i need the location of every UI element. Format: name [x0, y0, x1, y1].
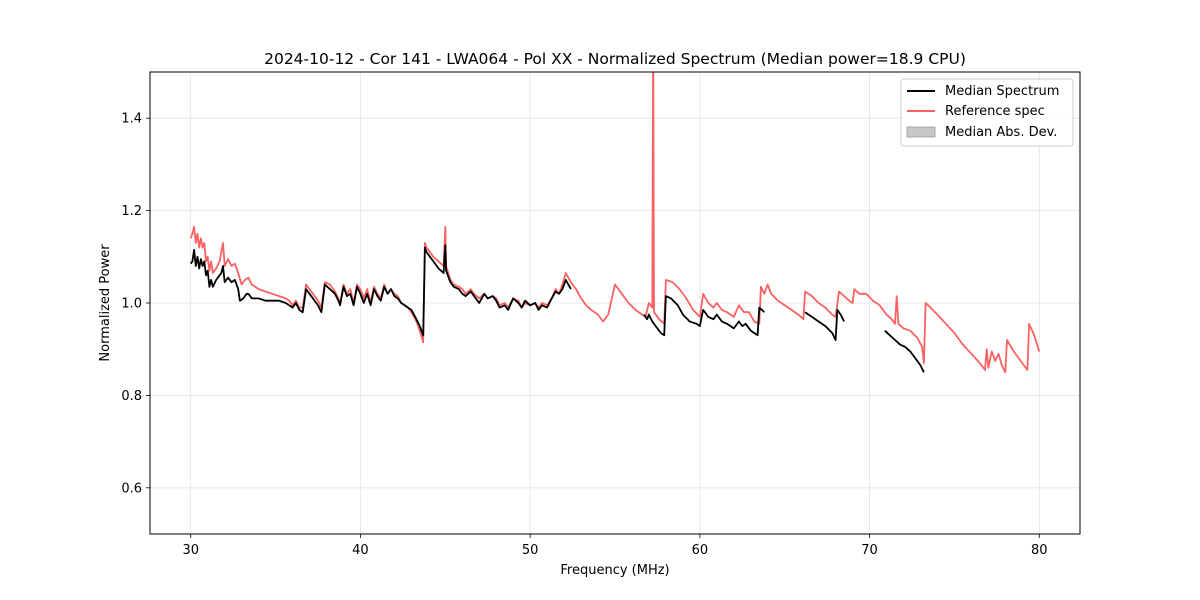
y-tick-label: 1.2 [121, 204, 142, 219]
x-tick-label: 60 [692, 543, 709, 558]
y-tick-label: 0.8 [121, 389, 142, 404]
legend-median-label: Median Spectrum [945, 84, 1059, 99]
chart-title: 2024-10-12 - Cor 141 - LWA064 - Pol XX -… [264, 50, 966, 68]
median-spectrum-line [804, 308, 845, 341]
y-axis-label: Normalized Power [98, 244, 113, 362]
legend: Median Spectrum Reference spec Median Ab… [900, 78, 1074, 147]
axes-ticks: 30 40 50 60 70 80 0.6 0.8 1.0 1.2 1.4 [121, 112, 1047, 558]
legend-box [900, 78, 1074, 147]
x-axis-label: Frequency (MHz) [560, 563, 669, 578]
median-spectrum-line [884, 330, 925, 373]
x-tick-label: 80 [1031, 543, 1048, 558]
legend-mad-patch [906, 126, 936, 138]
reference-spec-line [189, 72, 1041, 374]
x-tick-label: 40 [352, 543, 369, 558]
x-tick-label: 30 [182, 543, 199, 558]
median-spectrum-line [643, 295, 765, 337]
series-layer [189, 72, 1041, 374]
y-tick-label: 1.0 [121, 297, 142, 312]
x-tick-label: 70 [861, 543, 878, 558]
legend-mad-label: Median Abs. Dev. [945, 125, 1057, 140]
y-tick-label: 1.4 [121, 112, 142, 127]
legend-reference-label: Reference spec [945, 104, 1045, 119]
y-tick-label: 0.6 [121, 481, 142, 496]
x-tick-label: 50 [522, 543, 539, 558]
median-spectrum-line [189, 244, 572, 337]
